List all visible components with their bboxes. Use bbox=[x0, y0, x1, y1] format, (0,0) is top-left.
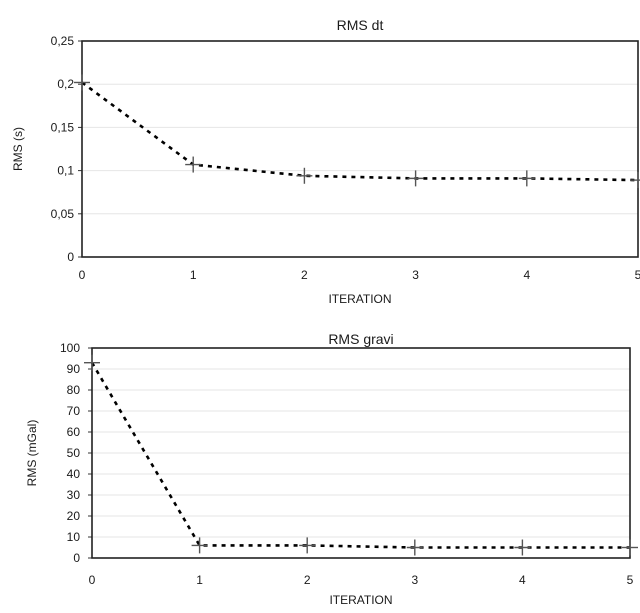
y-tick-label: 40 bbox=[67, 467, 81, 481]
data-point-marker bbox=[630, 172, 640, 189]
data-point-marker bbox=[406, 539, 423, 556]
y-tick-label: 70 bbox=[67, 404, 81, 418]
data-point-marker bbox=[191, 537, 208, 554]
chart-title: RMS gravi bbox=[328, 331, 393, 347]
data-point-marker bbox=[518, 170, 535, 187]
y-tick-label: 80 bbox=[67, 383, 81, 397]
x-tick-label: 5 bbox=[627, 573, 634, 587]
y-tick-label: 0,15 bbox=[51, 120, 75, 134]
x-tick-label: 2 bbox=[304, 573, 311, 587]
chart-1: 0 0,05 0,1 0,15 0,2 0,25 0 1 2 3 4 5 RMS dt ITERATION… bbox=[11, 17, 640, 306]
y-tick-label: 10 bbox=[67, 530, 81, 544]
x-axis-label: ITERATION bbox=[329, 593, 392, 607]
x-axis-label: ITERATION bbox=[328, 292, 391, 306]
series-line bbox=[81, 81, 639, 182]
y-tick-label: 30 bbox=[67, 488, 81, 502]
y-tick-label: 0 bbox=[67, 250, 74, 264]
y-tick-label: 60 bbox=[67, 425, 81, 439]
x-tick-label: 2 bbox=[301, 268, 308, 282]
x-tick-label: 1 bbox=[196, 573, 203, 587]
series-line bbox=[90, 362, 630, 549]
y-tick-label: 0 bbox=[73, 551, 80, 565]
y-tick-label: 0,25 bbox=[51, 34, 75, 48]
x-tick-label: 0 bbox=[79, 268, 86, 282]
y-tick-label: 0,1 bbox=[57, 164, 74, 178]
data-point-marker bbox=[185, 156, 202, 173]
y-tick-label: 90 bbox=[67, 362, 81, 376]
y-tick-label: 50 bbox=[67, 446, 81, 460]
plot-frame bbox=[81, 40, 639, 258]
x-tick-label: 1 bbox=[190, 268, 197, 282]
data-point-marker bbox=[514, 539, 531, 556]
y-tick-label: 20 bbox=[67, 509, 81, 523]
x-tick-label: 4 bbox=[519, 573, 526, 587]
data-point-marker bbox=[84, 354, 100, 371]
plot-frame bbox=[91, 347, 631, 559]
x-tick-label: 5 bbox=[635, 268, 640, 282]
y-axis-label: RMS (s) bbox=[11, 127, 25, 171]
data-point-marker bbox=[74, 74, 90, 91]
y-axis-label: RMS (mGal) bbox=[25, 420, 39, 487]
data-point-marker bbox=[622, 539, 638, 556]
y-tick-label: 0,05 bbox=[51, 207, 75, 221]
y-tick-label: 0,2 bbox=[57, 77, 74, 91]
x-tick-label: 0 bbox=[89, 573, 96, 587]
x-tick-label: 4 bbox=[523, 268, 530, 282]
data-point-marker bbox=[407, 170, 424, 187]
data-point-marker bbox=[299, 537, 316, 554]
chart-2: 0 10 20 30 40 50 60 70 80 90 100 0 1 2 3 4 5 RMS gravi ITE… bbox=[25, 331, 638, 607]
x-tick-label: 3 bbox=[412, 268, 419, 282]
x-tick-label: 3 bbox=[411, 573, 418, 587]
data-point-marker bbox=[296, 167, 313, 184]
y-tick-label: 100 bbox=[60, 341, 80, 355]
chart-title: RMS dt bbox=[337, 17, 384, 33]
